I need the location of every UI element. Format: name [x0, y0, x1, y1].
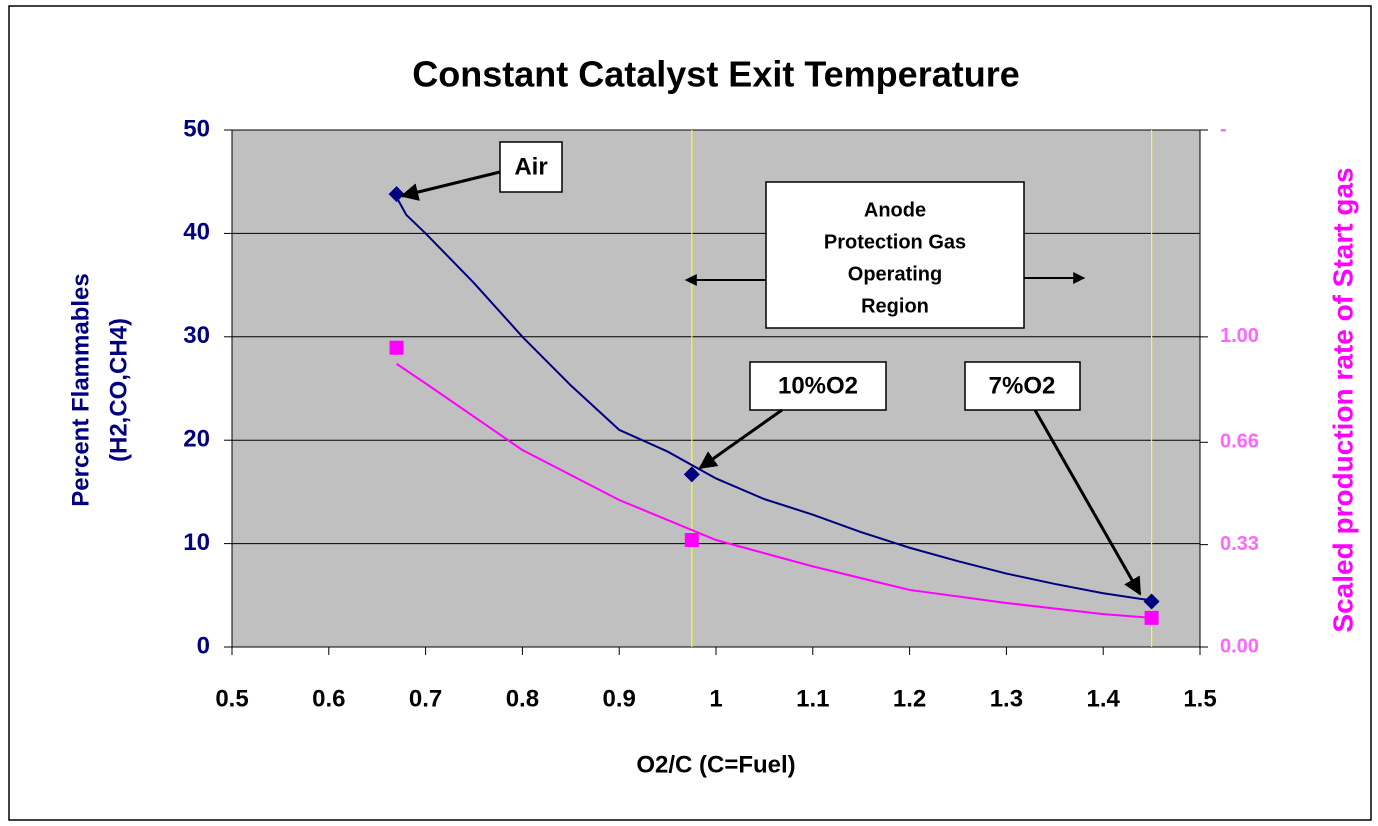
- y2-axis-title: Scaled production rate of Start gas: [1327, 167, 1358, 632]
- x-tick-label: 1.5: [1183, 685, 1216, 712]
- y-tick-label: 10: [183, 529, 210, 556]
- region-note: Protection Gas: [824, 231, 966, 253]
- x-tick-label: 1.3: [990, 685, 1023, 712]
- annotation: Air: [514, 153, 547, 180]
- y-axis-title-line: (H2,CO,CH4): [105, 318, 132, 462]
- arrow: [1033, 409, 1142, 596]
- region-box: [765, 181, 1025, 329]
- x-tick-label: 1.4: [1087, 685, 1121, 712]
- y2-tick-label: 0.66: [1220, 431, 1259, 453]
- x-tick-label: 0.5: [215, 685, 248, 712]
- x-tick-label: 0.9: [603, 685, 636, 712]
- y2-tick-label: 1.00: [1220, 325, 1259, 347]
- y2-tick-label: 0.33: [1220, 533, 1259, 555]
- y-tick-label: 40: [183, 219, 210, 246]
- y2-tick-label: 0.00: [1220, 635, 1259, 657]
- region-note: Region: [861, 295, 929, 317]
- arrow: [698, 408, 783, 470]
- marker-diamond: [1143, 593, 1160, 610]
- arrow: [400, 170, 501, 201]
- marker-square: [684, 533, 699, 548]
- marker-square: [389, 340, 404, 355]
- y-tick-label: 50: [183, 115, 210, 142]
- y-tick-label: 20: [183, 426, 210, 453]
- annotation: 7%O2: [989, 372, 1056, 399]
- x-tick-label: 0.7: [409, 685, 442, 712]
- y-tick-label: 0: [197, 632, 210, 659]
- marker-diamond: [683, 466, 700, 483]
- annotation-box: [499, 141, 563, 193]
- annotation-box: [964, 361, 1081, 411]
- series-line: [396, 363, 1152, 619]
- annotation-box: [749, 361, 887, 411]
- x-tick-label: 1.1: [796, 685, 829, 712]
- y-tick-label: 30: [183, 322, 210, 349]
- y-axis-title-line: Percent Flammables: [67, 273, 94, 506]
- x-tick-label: 0.8: [506, 685, 539, 712]
- series-line: [395, 196, 1152, 602]
- y2-tick-label: -: [1220, 118, 1227, 140]
- marks: [388, 186, 1160, 625]
- chart-title: Constant Catalyst Exit Temperature: [412, 54, 1019, 95]
- x-tick-label: 1.2: [893, 685, 926, 712]
- annotation: 10%O2: [778, 372, 858, 399]
- grid: [224, 129, 1208, 655]
- x-tick-label: 0.6: [312, 685, 345, 712]
- marker-square: [1144, 610, 1159, 625]
- y-axis-title: Percent Flammables (H2,CO,CH4): [67, 273, 132, 506]
- region-note: Anode: [864, 199, 926, 221]
- x-tick-label: 1: [709, 685, 722, 712]
- x-axis-title: O2/C (C=Fuel): [636, 751, 795, 778]
- region-note: Operating: [848, 263, 942, 285]
